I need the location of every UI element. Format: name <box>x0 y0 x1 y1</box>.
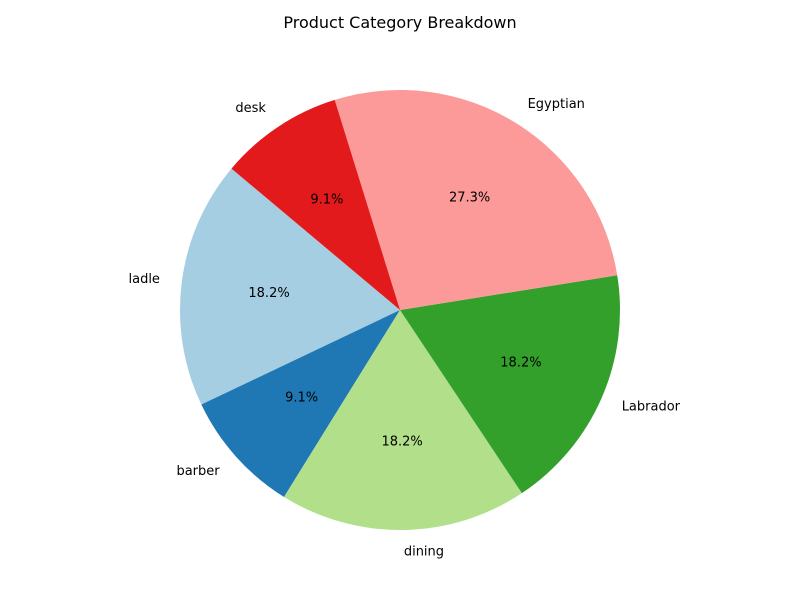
percent-label-ladle: 18.2% <box>248 286 289 301</box>
slice-labels: ladle barber dining Labrador Egyptian desk <box>128 97 680 560</box>
pie-slice-dining <box>284 310 522 530</box>
slice-label-dining: dining <box>404 544 444 559</box>
slice-label-ladle: ladle <box>128 272 159 287</box>
slice-label-labrador: Labrador <box>622 400 681 415</box>
pie-slice-desk <box>231 99 400 310</box>
slice-label-barber: barber <box>176 464 220 479</box>
pie-slices <box>180 90 620 530</box>
percent-label-dining: 18.2% <box>381 434 422 449</box>
slice-label-egyptian: Egyptian <box>528 97 585 112</box>
pie-slice-labrador <box>400 275 620 494</box>
chart-title: Product Category Breakdown <box>283 13 516 32</box>
pie-slice-barber <box>201 310 400 497</box>
percent-label-barber: 9.1% <box>285 391 318 406</box>
pie-slice-ladle <box>180 168 400 405</box>
percent-label-labrador: 18.2% <box>500 355 541 370</box>
percent-label-egyptian: 27.3% <box>449 190 490 205</box>
percent-label-desk: 9.1% <box>310 193 343 208</box>
pie-slice-egyptian <box>334 90 618 311</box>
percent-labels: 18.2% 9.1% 18.2% 18.2% 27.3% 9.1% <box>248 190 541 449</box>
slice-label-desk: desk <box>235 101 266 116</box>
